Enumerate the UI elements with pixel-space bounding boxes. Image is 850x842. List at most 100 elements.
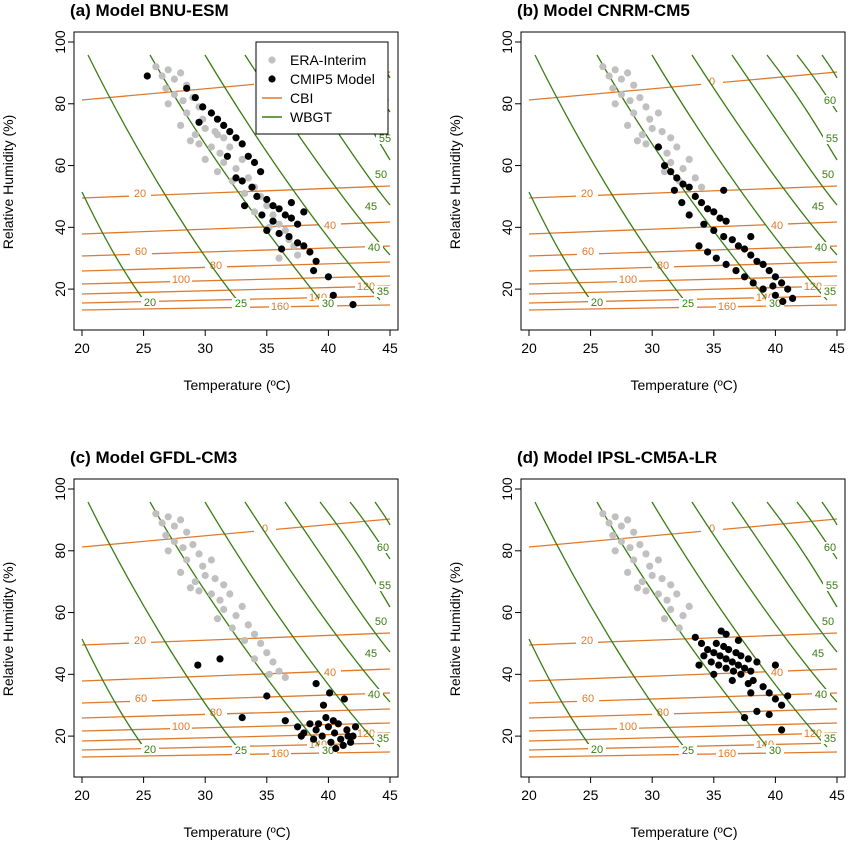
era-point: [667, 134, 675, 142]
panel-title: (a) Model BNU-ESM: [70, 1, 229, 20]
wbgt-contour-line: [796, 54, 838, 113]
era-point: [667, 605, 675, 614]
cbi-contour-line: [81, 275, 391, 285]
contour-label-bg: [576, 188, 598, 199]
y-tick-label: 40: [52, 666, 68, 682]
plot-frame: [520, 31, 846, 331]
cmip-point: [263, 226, 271, 234]
plot-frame: [520, 478, 846, 778]
cmip-point: [728, 236, 736, 244]
cbi-contour-label: 60: [582, 246, 594, 258]
cmip-point: [191, 94, 199, 102]
cmip-point: [697, 639, 706, 647]
cmip-point: [734, 661, 742, 669]
era-point: [630, 109, 638, 117]
cbi-contour-label: 0: [709, 76, 715, 88]
wbgt-contour-line: [766, 54, 838, 161]
cmip-point: [223, 152, 231, 160]
cmip-point: [654, 143, 662, 151]
contour-label-bg: [129, 635, 151, 646]
era-point: [177, 516, 185, 524]
era-point: [158, 72, 166, 80]
x-tick-label: 40: [321, 787, 337, 803]
cmip-point: [765, 267, 773, 275]
cmip-point: [329, 291, 337, 299]
cmip-point: [729, 667, 738, 675]
contour-label-bg: [376, 580, 394, 591]
era-point: [250, 655, 259, 663]
y-tick-label: 80: [52, 96, 68, 112]
era-point: [263, 202, 271, 210]
cmip-point: [734, 636, 742, 644]
cbi-contour-label: 40: [771, 667, 783, 679]
era-point: [660, 168, 669, 176]
cmip-point: [143, 72, 151, 80]
x-tick-label: 45: [829, 787, 845, 803]
era-point: [269, 211, 277, 219]
wbgt-contour-label: 60: [824, 542, 836, 554]
era-point: [177, 568, 185, 576]
wbgt-contour-line: [821, 501, 838, 526]
era-point: [642, 587, 650, 595]
cmip-point: [297, 732, 305, 740]
contour-label-bg: [372, 169, 390, 180]
era-point: [630, 528, 638, 536]
cbi-contour-line: [81, 221, 391, 235]
era-point: [667, 581, 675, 589]
contour-label-bg: [170, 721, 192, 732]
y-tick-label: 20: [499, 728, 515, 744]
contour-label-bg: [617, 721, 639, 732]
wbgt-contour-line: [244, 501, 391, 703]
era-point: [164, 66, 172, 74]
contour-label-bg: [355, 728, 377, 739]
wbgt-contour-label: 30: [322, 298, 334, 310]
cbi-contour-label: 20: [581, 635, 593, 647]
cmip-point: [287, 214, 295, 222]
era-point: [626, 97, 634, 105]
cbi-contour-line: [81, 708, 391, 719]
cmip-point: [759, 285, 767, 293]
wbgt-contour-label: 35: [377, 286, 389, 298]
cmip-point: [344, 732, 352, 740]
era-point: [257, 639, 265, 647]
cmip-point: [753, 658, 761, 666]
wbgt-contour-label: 25: [682, 298, 694, 310]
cmip-point: [771, 661, 779, 669]
y-axis-label: Relative Humidity (%): [447, 115, 463, 250]
panel-title: (c) Model GFDL-CM3: [70, 448, 237, 467]
cmip-point: [697, 199, 706, 207]
era-point: [605, 72, 613, 80]
cbi-contour-label: 0: [262, 523, 268, 535]
cmip-point: [725, 646, 733, 654]
cmip-point: [310, 267, 318, 275]
cmip-point: [238, 140, 246, 148]
era-point: [216, 149, 224, 157]
era-point: [213, 168, 222, 176]
era-point: [685, 602, 693, 610]
wbgt-contour-line: [691, 501, 838, 703]
era-point: [679, 612, 687, 620]
contour-label-bg: [365, 242, 383, 253]
wbgt-contour-line: [534, 501, 690, 754]
contour-label-bg: [372, 616, 390, 627]
cbi-contour-label: 60: [135, 246, 147, 258]
era-point: [633, 137, 641, 145]
x-tick-label: 20: [74, 787, 90, 803]
cmip-point: [213, 115, 222, 123]
cmip-point: [700, 220, 708, 228]
contour-label-bg: [205, 707, 227, 718]
contour-label-bg: [362, 648, 380, 659]
wbgt-contour-label: 20: [591, 297, 603, 309]
cbi-contour-label: 160: [718, 748, 736, 760]
cmip-point: [778, 701, 786, 709]
x-tick-label: 20: [74, 340, 90, 356]
contour-label-bg: [269, 301, 291, 312]
cbi-contour-line: [528, 708, 838, 719]
cmip-point: [300, 208, 308, 216]
cbi-contour-line: [528, 722, 838, 732]
era-point: [207, 590, 215, 598]
wbgt-contour-label: 40: [368, 689, 380, 701]
cbi-contour-label: 60: [582, 693, 594, 705]
cmip-point: [741, 273, 749, 281]
cmip-point: [771, 273, 779, 281]
